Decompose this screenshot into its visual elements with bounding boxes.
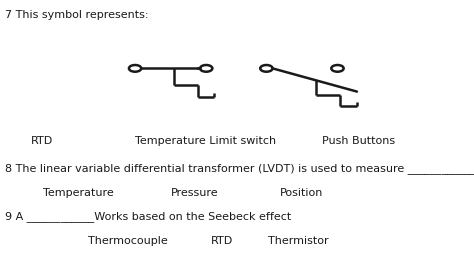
Text: RTD: RTD <box>211 236 233 246</box>
Text: 9 A ____________Works based on the Seebeck effect: 9 A ____________Works based on the Seebe… <box>5 211 291 222</box>
Text: RTD: RTD <box>31 136 53 146</box>
Text: 8 The linear variable differential transformer (LVDT) is used to measure _______: 8 The linear variable differential trans… <box>5 164 474 174</box>
Text: Temperature Limit switch: Temperature Limit switch <box>135 136 276 146</box>
Text: Push Buttons: Push Buttons <box>322 136 395 146</box>
Text: Temperature: Temperature <box>43 189 113 198</box>
Text: Pressure: Pressure <box>171 189 218 198</box>
Text: Thermocouple: Thermocouple <box>88 236 167 246</box>
Text: 7 This symbol represents:: 7 This symbol represents: <box>5 10 148 20</box>
Text: Thermistor: Thermistor <box>268 236 328 246</box>
Text: Position: Position <box>280 189 323 198</box>
